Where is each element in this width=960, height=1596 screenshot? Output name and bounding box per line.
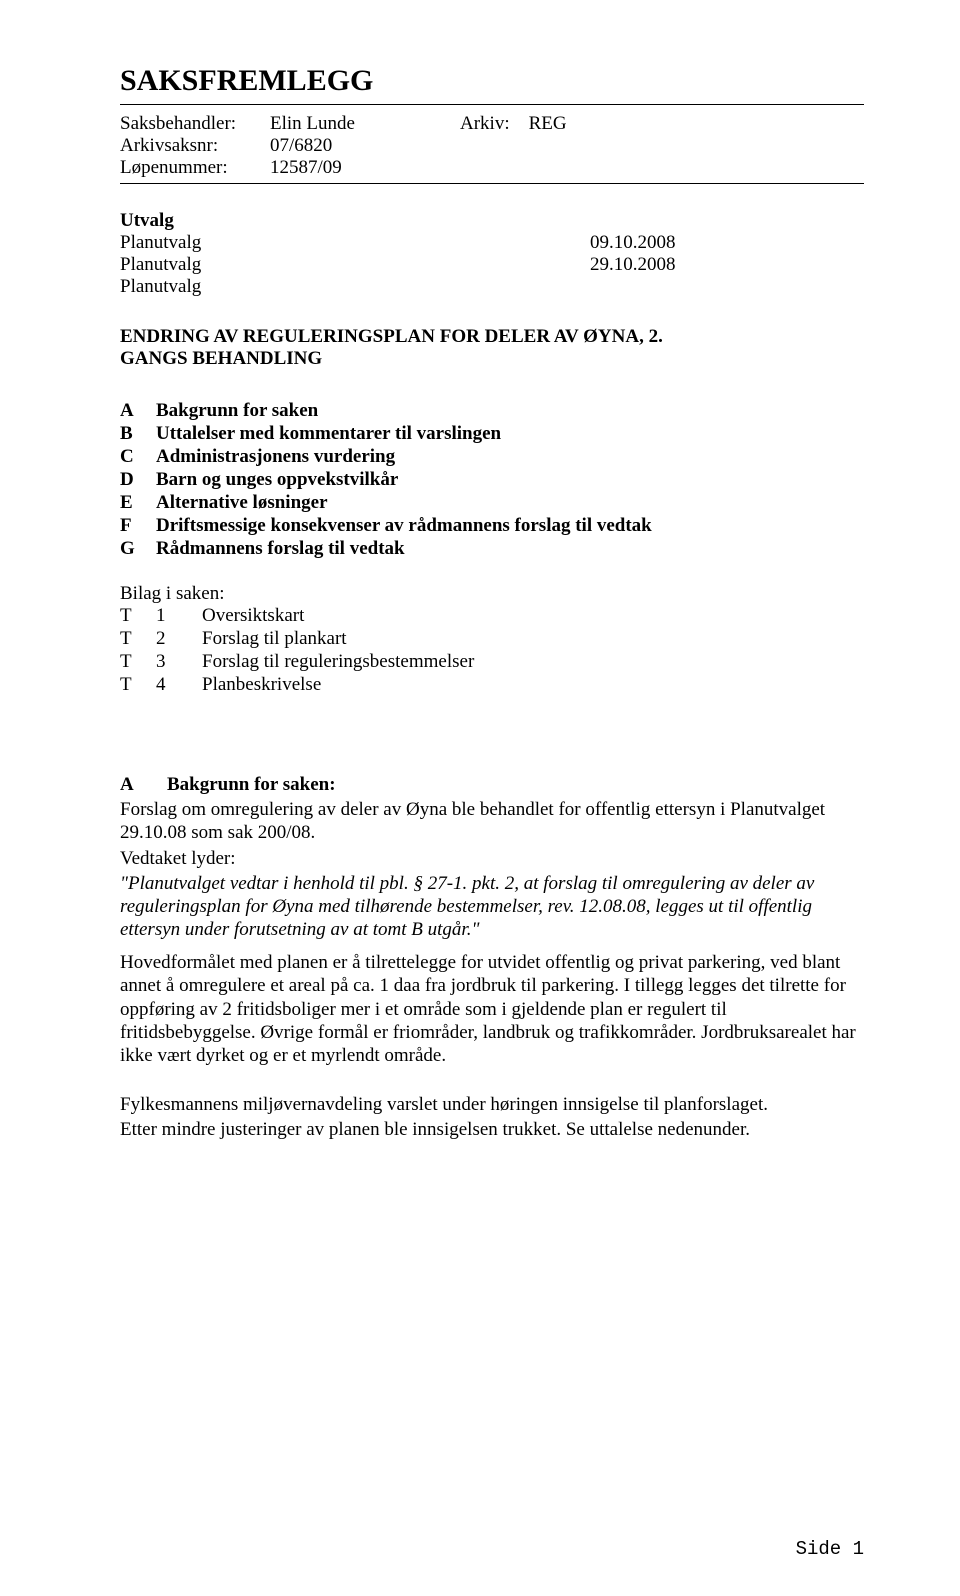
body-section-a: A Bakgrunn for saken: Forslag om omregul… bbox=[120, 773, 864, 1141]
page-footer: Side 1 bbox=[796, 1538, 864, 1560]
attach-label: Forslag til reguleringsbestemmelser bbox=[202, 651, 474, 674]
section-key: C bbox=[120, 446, 156, 469]
list-item: GRådmannens forslag til vedtak bbox=[120, 538, 652, 561]
body-a-para3a: Fylkesmannens miljøvernavdeling varslet … bbox=[120, 1093, 864, 1116]
body-a-para3b: Etter mindre justeringer av planen ble i… bbox=[120, 1118, 864, 1141]
section-key: G bbox=[120, 538, 156, 561]
meta-label-saksbehandler: Saksbehandler: bbox=[120, 113, 270, 135]
list-item: ABakgrunn for saken bbox=[120, 400, 652, 423]
utvalg-block: Utvalg Planutvalg 09.10.2008 Planutvalg … bbox=[120, 210, 864, 298]
attachments-block: Bilag i saken: T 1 Oversiktskart T 2 For… bbox=[120, 583, 864, 697]
meta-value-lopenummer: 12587/09 bbox=[270, 157, 460, 179]
list-item: T 4 Planbeskrivelse bbox=[120, 674, 474, 697]
section-key: A bbox=[120, 400, 156, 423]
body-a-heading: Bakgrunn for saken: bbox=[167, 774, 336, 795]
attach-label: Oversiktskart bbox=[202, 605, 474, 628]
meta-value-arkiv: REG bbox=[529, 113, 567, 134]
meta-block: Saksbehandler: Elin Lunde Arkiv: REG Ark… bbox=[120, 113, 864, 179]
attach-t: T bbox=[120, 628, 156, 651]
utvalg-date bbox=[590, 276, 676, 298]
table-row: Planutvalg bbox=[120, 276, 676, 298]
body-a-para2: Hovedformålet med planen er å tilrettele… bbox=[120, 951, 864, 1067]
table-row: Planutvalg 09.10.2008 bbox=[120, 232, 676, 254]
meta-table: Saksbehandler: Elin Lunde Arkiv: REG Ark… bbox=[120, 113, 567, 179]
list-item: FDriftsmessige konsekvenser av rådmannen… bbox=[120, 515, 652, 538]
section-label: Driftsmessige konsekvenser av rådmannens… bbox=[156, 515, 652, 538]
list-item: T 3 Forslag til reguleringsbestemmelser bbox=[120, 651, 474, 674]
body-a-line2: Vedtaket lyder: bbox=[120, 847, 864, 870]
utvalg-heading: Utvalg bbox=[120, 210, 864, 232]
list-item: CAdministrasjonens vurdering bbox=[120, 446, 652, 469]
page-container: SAKSFREMLEGG Saksbehandler: Elin Lunde A… bbox=[0, 0, 960, 1596]
utvalg-table: Planutvalg 09.10.2008 Planutvalg 29.10.2… bbox=[120, 232, 676, 298]
section-key: E bbox=[120, 492, 156, 515]
attach-label: Planbeskrivelse bbox=[202, 674, 474, 697]
utvalg-name: Planutvalg bbox=[120, 232, 590, 254]
meta-label-arkiv: Arkiv: bbox=[460, 113, 510, 134]
body-a-line1: Forslag om omregulering av deler av Øyna… bbox=[120, 798, 864, 844]
meta-label-arkivsaksnr: Arkivsaksnr: bbox=[120, 135, 270, 157]
attach-n: 3 bbox=[156, 651, 202, 674]
section-label: Rådmannens forslag til vedtak bbox=[156, 538, 652, 561]
list-item: T 2 Forslag til plankart bbox=[120, 628, 474, 651]
meta-label-lopenummer: Løpenummer: bbox=[120, 157, 270, 179]
attach-t: T bbox=[120, 605, 156, 628]
meta-divider bbox=[120, 183, 864, 184]
section-label: Administrasjonens vurdering bbox=[156, 446, 652, 469]
section-key: B bbox=[120, 423, 156, 446]
list-item: BUttalelser med kommentarer til varsling… bbox=[120, 423, 652, 446]
body-a-quote: "Planutvalget vedtar i henhold til pbl. … bbox=[120, 873, 814, 940]
meta-value-arkivsaksnr: 07/6820 bbox=[270, 135, 460, 157]
utvalg-name: Planutvalg bbox=[120, 254, 590, 276]
list-item: EAlternative løsninger bbox=[120, 492, 652, 515]
section-label: Barn og unges oppvekstvilkår bbox=[156, 469, 652, 492]
utvalg-date: 09.10.2008 bbox=[590, 232, 676, 254]
meta-value-saksbehandler: Elin Lunde bbox=[270, 113, 460, 135]
attachments-heading: Bilag i saken: bbox=[120, 583, 864, 605]
attach-n: 4 bbox=[156, 674, 202, 697]
attach-t: T bbox=[120, 651, 156, 674]
section-label: Alternative løsninger bbox=[156, 492, 652, 515]
attach-label: Forslag til plankart bbox=[202, 628, 474, 651]
title-divider bbox=[120, 104, 864, 105]
list-item: T 1 Oversiktskart bbox=[120, 605, 474, 628]
utvalg-date: 29.10.2008 bbox=[590, 254, 676, 276]
body-a-key: A bbox=[120, 774, 134, 795]
utvalg-name: Planutvalg bbox=[120, 276, 590, 298]
attach-t: T bbox=[120, 674, 156, 697]
section-label: Bakgrunn for saken bbox=[156, 400, 652, 423]
list-item: DBarn og unges oppvekstvilkår bbox=[120, 469, 652, 492]
main-heading-line2: GANGS BEHANDLING bbox=[120, 348, 864, 370]
table-row: Planutvalg 29.10.2008 bbox=[120, 254, 676, 276]
doc-title: SAKSFREMLEGG bbox=[120, 64, 864, 98]
main-heading: ENDRING AV REGULERINGSPLAN FOR DELER AV … bbox=[120, 326, 864, 370]
section-key: D bbox=[120, 469, 156, 492]
attach-n: 2 bbox=[156, 628, 202, 651]
section-label: Uttalelser med kommentarer til varslinge… bbox=[156, 423, 652, 446]
section-list: ABakgrunn for saken BUttalelser med komm… bbox=[120, 400, 864, 561]
section-key: F bbox=[120, 515, 156, 538]
main-heading-line1: ENDRING AV REGULERINGSPLAN FOR DELER AV … bbox=[120, 326, 864, 348]
attach-n: 1 bbox=[156, 605, 202, 628]
